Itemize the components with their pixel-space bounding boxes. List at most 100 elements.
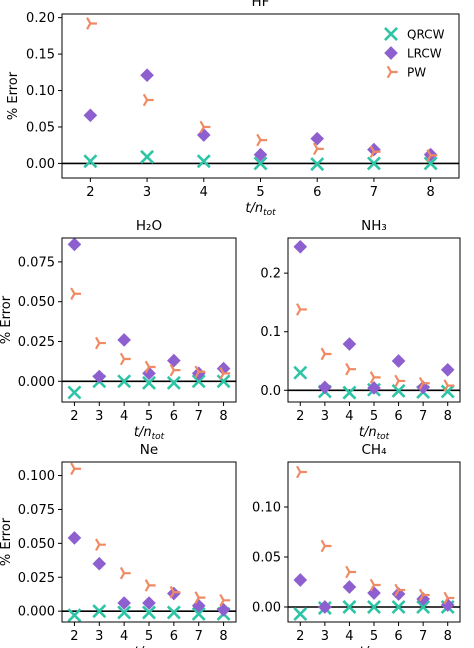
x-tick-label: 8	[219, 629, 227, 644]
point-lrcw	[318, 600, 332, 614]
point-lrcw	[253, 147, 268, 162]
legend-marker-pw	[386, 65, 398, 79]
point-pw	[119, 352, 131, 366]
point-lrcw	[216, 602, 231, 617]
point-pw	[219, 594, 231, 607]
point-lrcw	[117, 333, 131, 347]
x-tick-label: 4	[345, 629, 353, 644]
y-axis-label: % Error	[6, 71, 21, 120]
y-tick-label: 0.075	[18, 503, 55, 518]
point-pw	[199, 120, 211, 134]
point-pw	[194, 365, 206, 379]
plot-frame	[61, 13, 460, 179]
point-lrcw	[140, 68, 154, 83]
point-pw	[443, 591, 455, 605]
point-lrcw	[318, 380, 332, 395]
point-lrcw	[293, 573, 308, 587]
point-lrcw	[440, 362, 455, 377]
point-qrcw	[67, 608, 82, 623]
point-pw	[394, 583, 406, 597]
point-qrcw	[440, 384, 455, 399]
point-qrcw	[117, 374, 132, 389]
point-pw	[142, 93, 154, 107]
point-pw	[345, 362, 357, 376]
point-lrcw	[310, 131, 325, 146]
legend-marker-qrcw	[384, 27, 398, 41]
point-pw	[369, 371, 381, 384]
y-tick-label: 0.100	[18, 469, 55, 484]
x-tick-label: 7	[419, 629, 427, 644]
x-tick-label: 4	[200, 185, 208, 200]
point-pw	[70, 462, 82, 476]
x-tick-label: 5	[145, 409, 153, 424]
x-tick-label: 5	[145, 629, 153, 644]
point-pw	[296, 303, 307, 316]
point-qrcw	[416, 600, 431, 614]
point-pw	[194, 591, 206, 604]
y-tick-label: 0.050	[18, 295, 55, 310]
x-tick-label: 4	[120, 629, 128, 644]
legend-label: PW	[407, 66, 426, 80]
y-axis-label: % Error	[0, 295, 14, 344]
x-tick-label: 7	[370, 185, 378, 200]
point-qrcw	[117, 605, 132, 620]
point-pw	[219, 367, 231, 380]
plot-frame	[61, 237, 237, 403]
subplot-title: NH₃	[361, 218, 387, 234]
point-pw	[169, 585, 181, 599]
point-pw	[86, 17, 97, 30]
point-pw	[320, 347, 332, 361]
point-qrcw	[166, 375, 181, 390]
y-tick-label: 0.075	[18, 255, 55, 270]
point-lrcw	[416, 592, 430, 606]
point-qrcw	[423, 156, 438, 171]
x-tick-label: 8	[444, 629, 452, 644]
x-axis-label: t/ntot	[359, 425, 390, 442]
y-tick-label: 0.10	[26, 84, 55, 99]
y-tick-label: 0.050	[18, 537, 55, 552]
x-tick-label: 4	[120, 409, 128, 424]
point-lrcw	[440, 598, 455, 612]
point-pw	[95, 336, 106, 350]
subplot-4: 2 3 4 5 6 7 8 0.00 0.05 0.10 CH₄ t/ntot	[252, 442, 461, 648]
y-tick-label: 0.00	[26, 157, 55, 172]
point-qrcw	[92, 604, 107, 619]
x-tick-label: 2	[86, 185, 94, 200]
x-tick-label: 7	[195, 409, 203, 424]
point-pw	[443, 379, 455, 392]
y-tick-label: 0.000	[18, 375, 55, 390]
legend-label: LRCW	[407, 47, 442, 61]
x-axis-label: t/ntot	[359, 645, 390, 648]
x-tick-label: 2	[296, 409, 304, 424]
point-pw	[95, 538, 106, 552]
point-pw	[418, 376, 430, 390]
point-lrcw	[67, 531, 82, 545]
point-pw	[418, 588, 430, 602]
point-qrcw	[293, 365, 308, 380]
subplot-2: 2 3 4 5 6 7 8 0.0 0.1 0.2 NH₃ t/ntot	[260, 218, 461, 442]
x-tick-label: 7	[195, 629, 203, 644]
point-qrcw	[366, 156, 381, 171]
x-tick-label: 6	[313, 185, 321, 200]
point-pw	[70, 287, 82, 301]
point-qrcw	[391, 383, 406, 398]
point-qrcw	[367, 600, 381, 614]
x-tick-label: 4	[345, 409, 353, 424]
point-pw	[296, 465, 307, 479]
y-tick-label: 0.10	[252, 501, 281, 516]
subplot-title: CH₄	[362, 442, 387, 458]
point-lrcw	[391, 587, 406, 601]
point-qrcw	[191, 606, 206, 621]
x-tick-label: 2	[70, 629, 78, 644]
x-axis-label: t/ntot	[134, 645, 165, 648]
y-axis-label: % Error	[0, 517, 14, 566]
legend-label: QRCW	[407, 28, 445, 42]
x-tick-label: 6	[394, 409, 402, 424]
point-qrcw	[253, 156, 268, 171]
point-pw	[394, 374, 406, 388]
y-tick-label: 0.15	[26, 48, 55, 63]
y-tick-label: 0.00	[252, 601, 281, 616]
point-qrcw	[216, 374, 231, 389]
point-pw	[144, 360, 156, 374]
